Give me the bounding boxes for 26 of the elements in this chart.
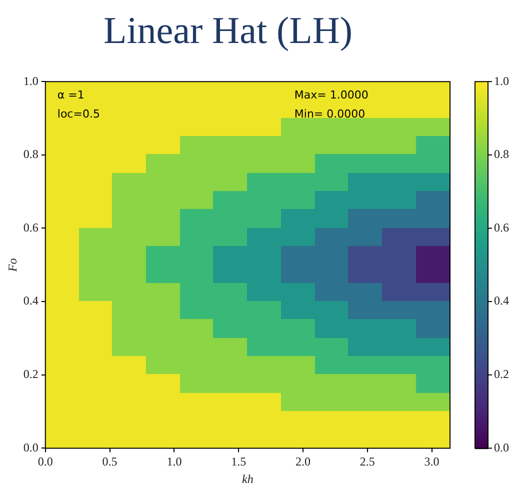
annotation: loc=0.5 xyxy=(57,107,100,120)
x-tick-label: 0.0 xyxy=(38,454,53,469)
x-tick-label: 2.0 xyxy=(295,454,310,469)
y-tick-label: 0.4 xyxy=(23,294,38,308)
annotation: Min= 0.0000 xyxy=(294,107,366,120)
color-bar-label: 1.0 xyxy=(494,74,509,88)
y-tick-label: 1.0 xyxy=(23,74,38,88)
x-tick-label: 1.5 xyxy=(231,454,246,469)
annotation: α =1 xyxy=(57,88,84,102)
x-tick-label: 0.5 xyxy=(102,454,118,469)
x-tick-label: 1.0 xyxy=(166,454,182,469)
y-axis-title: Fo xyxy=(5,258,20,273)
color-bar-label: 0.2 xyxy=(494,367,509,382)
annotation: Max= 1.0000 xyxy=(294,88,368,102)
x-tick-label: 2.5 xyxy=(360,454,375,469)
y-tick-label: 0.0 xyxy=(23,440,38,454)
color-bar-label: 0.4 xyxy=(494,294,509,308)
x-tick-label: 3.0 xyxy=(424,454,440,469)
y-tick-label: 0.2 xyxy=(23,367,38,382)
x-axis-title: kh xyxy=(242,472,254,486)
y-tick-label: 0.6 xyxy=(23,220,38,234)
chart-title: Linear Hat (LH) xyxy=(104,10,352,52)
y-tick-label: 0.8 xyxy=(23,147,38,162)
color-bar-label: 0.0 xyxy=(494,440,509,454)
color-bar-label: 0.6 xyxy=(494,220,509,234)
color-bar-label: 0.8 xyxy=(494,147,509,162)
